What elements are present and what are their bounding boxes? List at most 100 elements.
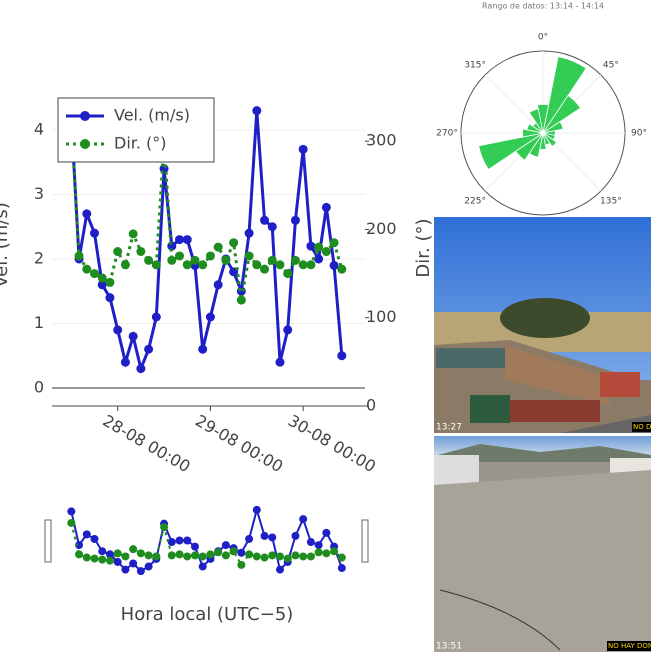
marker: [337, 264, 347, 274]
slider-marker: [314, 541, 323, 550]
road: [560, 415, 651, 433]
wind-sector: [522, 128, 544, 138]
marker: [267, 222, 277, 232]
slider-marker: [260, 531, 269, 540]
slider-marker: [75, 550, 84, 559]
wall: [505, 345, 610, 405]
slider-handle[interactable]: [361, 519, 369, 563]
angular-grid: [484, 74, 544, 134]
legend-label: Vel. (m/s): [114, 106, 190, 125]
marker: [136, 247, 146, 257]
marker: [128, 229, 138, 239]
slider-marker: [67, 518, 76, 527]
slider-marker: [136, 567, 145, 576]
ground: [434, 470, 651, 652]
marker: [151, 312, 161, 322]
marker: [74, 251, 84, 261]
slider-marker: [268, 533, 277, 542]
x-tick-label: 28-08 00:00: [99, 411, 193, 476]
y-tick-label: 2: [34, 248, 44, 267]
marker: [205, 312, 215, 322]
marker: [128, 331, 138, 341]
angular-tick-label: 225°: [464, 196, 486, 206]
slider-marker: [113, 549, 122, 558]
wind-sector: [542, 121, 564, 134]
wind-sector: [542, 94, 582, 134]
slider-marker: [245, 550, 254, 559]
marker: [337, 351, 347, 361]
slider-marker: [175, 550, 184, 559]
y-tick-label: 4: [34, 119, 44, 138]
angular-tick-label: 90°: [631, 129, 647, 139]
marker: [329, 260, 339, 270]
slider-marker: [144, 562, 153, 571]
slider-marker: [306, 538, 315, 547]
marker: [151, 260, 161, 270]
slider-marker: [306, 552, 315, 561]
marker: [298, 144, 308, 154]
camera-notice: NO D: [633, 423, 651, 431]
slider-marker: [291, 531, 300, 540]
marker: [252, 106, 262, 116]
y-tick-label: 0: [34, 377, 44, 396]
notice-bg: [607, 641, 651, 651]
wind-sector: [542, 56, 587, 134]
angular-tick-label: 0°: [538, 33, 548, 43]
marker: [260, 264, 270, 274]
slider-marker: [299, 552, 308, 561]
slider-marker: [245, 534, 254, 543]
wind-sector: [478, 132, 544, 170]
x-axis-title: Hora local (UTC−5): [121, 604, 294, 625]
marker: [321, 202, 331, 212]
slider-marker: [129, 545, 138, 554]
data-range: Rango de datos: 13:14 - 14:14: [482, 2, 604, 11]
slider-marker: [121, 565, 130, 574]
roof: [436, 348, 506, 368]
slider-marker: [183, 536, 192, 545]
marker: [329, 238, 339, 248]
slider-marker: [113, 557, 122, 566]
legend-box: [57, 97, 215, 163]
gate: [470, 395, 510, 423]
y2-tick-label: 300: [366, 131, 397, 150]
slider-marker: [183, 552, 192, 561]
tree: [500, 298, 590, 338]
marker: [283, 269, 293, 279]
slider-handle[interactable]: [44, 519, 52, 563]
y2-tick-label: 100: [366, 307, 397, 326]
y-axis-title: Vel. (m/s): [0, 202, 12, 287]
angular-tick-label: 315°: [464, 61, 486, 71]
camera-1: [434, 217, 651, 433]
marker: [290, 255, 300, 265]
y-tick-label: 1: [34, 313, 44, 332]
series-line: [69, 110, 344, 374]
slider-marker: [221, 541, 230, 550]
marker: [213, 280, 223, 290]
slider-marker: [82, 553, 91, 562]
marker: [175, 235, 185, 245]
marker: [229, 238, 239, 248]
y-tick-label: 3: [34, 184, 44, 203]
slider-marker: [322, 528, 331, 537]
slider-marker: [67, 507, 76, 516]
camera-time: 13:51: [436, 642, 462, 652]
slider-marker: [337, 564, 346, 573]
building: [600, 372, 640, 397]
x-tick-label: 30-08 00:00: [285, 411, 379, 476]
marker: [144, 344, 154, 354]
marker: [175, 251, 185, 261]
legend-marker: [80, 139, 90, 149]
slider-marker: [214, 548, 223, 557]
marker: [167, 255, 177, 265]
marker: [205, 251, 215, 261]
marker: [82, 264, 92, 274]
legend-label: Dir. (°): [114, 134, 167, 153]
marker: [290, 215, 300, 225]
slider-marker: [314, 548, 323, 557]
marker: [283, 325, 293, 335]
marker: [213, 242, 223, 252]
slider-marker: [322, 549, 331, 558]
slider-marker: [237, 560, 246, 569]
